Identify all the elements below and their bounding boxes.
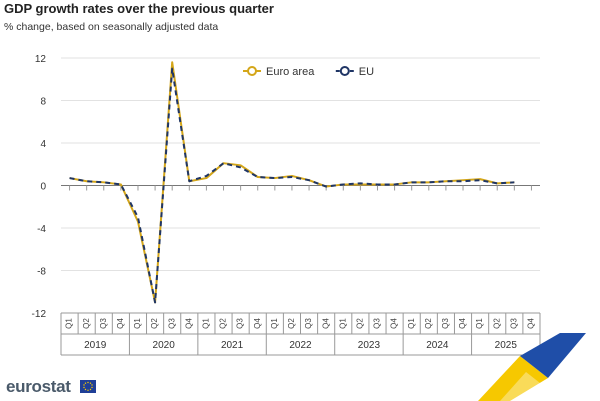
legend-marker-euro-area	[247, 66, 257, 76]
eurostat-logo: eurostat	[6, 377, 71, 396]
x-tick-label-quarter: Q3	[304, 318, 313, 329]
x-tick-label-year: 2024	[426, 340, 449, 351]
x-tick-label-quarter: Q3	[167, 318, 176, 329]
x-tick-label-quarter: Q1	[407, 318, 416, 329]
y-tick-label: 4	[40, 139, 46, 150]
y-tick-label: 0	[40, 182, 46, 193]
y-tick-label: -12	[32, 309, 47, 320]
legend-label-eu: EU	[359, 66, 374, 78]
deco-swoosh-yellow	[478, 356, 548, 401]
legend-marker-eu	[339, 66, 350, 76]
chart-title: GDP growth rates over the previous quart…	[4, 1, 274, 16]
y-tick-label: 12	[35, 54, 47, 65]
x-tick-label-quarter: Q1	[133, 318, 142, 329]
x-tick-label-quarter: Q1	[475, 318, 484, 329]
x-tick-label-quarter: Q3	[373, 318, 382, 329]
x-tick-label-quarter: Q4	[321, 318, 330, 329]
x-tick-label-quarter: Q3	[509, 318, 518, 329]
x-tick-label-quarter: Q3	[236, 318, 245, 329]
x-tick-label-quarter: Q2	[150, 318, 159, 329]
y-tick-label: -4	[37, 224, 46, 235]
x-tick-label-quarter: Q2	[424, 318, 433, 329]
x-tick-label-quarter: Q4	[390, 318, 399, 329]
x-tick-label-year: 2022	[289, 340, 312, 351]
x-tick-label-quarter: Q3	[441, 318, 450, 329]
x-tick-label-quarter: Q4	[527, 318, 536, 329]
y-tick-label: 8	[40, 97, 46, 108]
x-tick-label-year: 2023	[358, 340, 381, 351]
x-tick-label-quarter: Q1	[65, 318, 74, 329]
x-tick-label-quarter: Q4	[253, 318, 262, 329]
y-tick-label: -8	[37, 267, 46, 278]
x-tick-label-year: 2021	[221, 340, 244, 351]
x-tick-label-year: 2020	[153, 340, 176, 351]
deco-swoosh-highlight	[500, 372, 540, 401]
x-tick-label-quarter: Q1	[202, 318, 211, 329]
x-tick-label-quarter: Q4	[116, 318, 125, 329]
x-tick-label-year: 2025	[495, 340, 518, 351]
x-tick-label-quarter: Q4	[458, 318, 467, 329]
series-line-eu	[69, 67, 515, 304]
x-tick-label-quarter: Q3	[99, 318, 108, 329]
x-tick-label-quarter: Q1	[270, 318, 279, 329]
eu-flag-icon	[80, 380, 96, 393]
x-tick-label-quarter: Q2	[287, 318, 296, 329]
x-tick-label-quarter: Q4	[184, 318, 193, 329]
legend-label-euro-area: Euro area	[266, 66, 315, 78]
x-tick-label-quarter: Q2	[492, 318, 501, 329]
series-line-euro-area	[69, 61, 515, 304]
chart-subtitle: % change, based on seasonally adjusted d…	[4, 21, 219, 33]
x-tick-label-quarter: Q2	[82, 318, 91, 329]
x-tick-label-quarter: Q1	[338, 318, 347, 329]
x-tick-label-quarter: Q2	[219, 318, 228, 329]
x-tick-label-quarter: Q2	[355, 318, 364, 329]
deco-swoosh-blue	[520, 333, 586, 378]
x-tick-label-year: 2019	[84, 340, 107, 351]
